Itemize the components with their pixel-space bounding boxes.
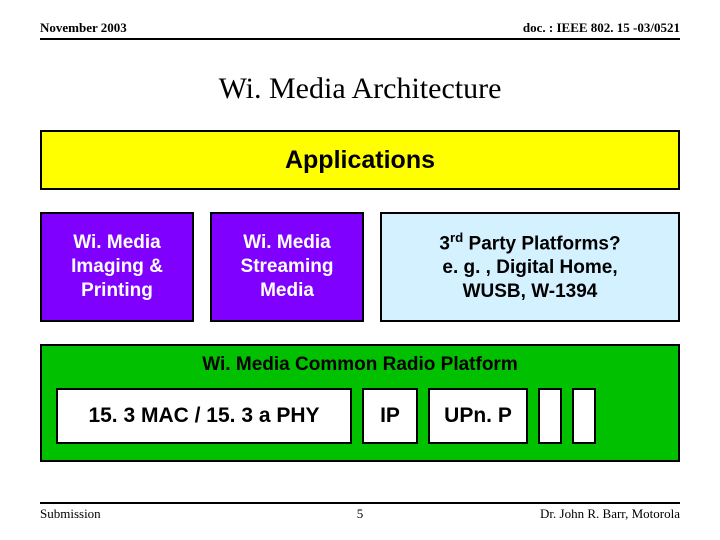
platform-box: Wi. Media Common Radio Platform 15. 3 MA… <box>40 344 680 462</box>
empty-box-2 <box>572 388 596 444</box>
thirdparty-box: 3rd Party Platforms? e. g. , Digital Hom… <box>380 212 680 322</box>
mac-phy-box: 15. 3 MAC / 15. 3 a PHY <box>56 388 352 444</box>
streaming-text: Wi. Media Streaming Media <box>241 231 334 302</box>
header-doc-id: doc. : IEEE 802. 15 -03/0521 <box>523 20 680 36</box>
platform-title: Wi. Media Common Radio Platform <box>42 354 678 376</box>
applications-label: Applications <box>285 146 435 175</box>
streaming-box: Wi. Media Streaming Media <box>210 212 364 322</box>
header: November 2003 doc. : IEEE 802. 15 -03/05… <box>40 20 680 40</box>
footer: Submission 5 Dr. John R. Barr, Motorola <box>40 502 680 522</box>
page-title: Wi. Media Architecture <box>0 72 720 106</box>
applications-box: Applications <box>40 130 680 190</box>
imaging-text: Wi. Media Imaging & Printing <box>71 231 163 302</box>
middle-row: Wi. Media Imaging & Printing Wi. Media S… <box>40 212 680 322</box>
slide: November 2003 doc. : IEEE 802. 15 -03/05… <box>0 0 720 540</box>
platform-row: 15. 3 MAC / 15. 3 a PHY IP UPn. P <box>56 388 664 444</box>
header-date: November 2003 <box>40 20 127 36</box>
imaging-box: Wi. Media Imaging & Printing <box>40 212 194 322</box>
thirdparty-text: 3rd Party Platforms? e. g. , Digital Hom… <box>439 230 620 304</box>
upnp-box: UPn. P <box>428 388 528 444</box>
footer-page-number: 5 <box>357 506 364 522</box>
ip-box: IP <box>362 388 418 444</box>
empty-box-1 <box>538 388 562 444</box>
footer-author: Dr. John R. Barr, Motorola <box>540 506 680 522</box>
footer-left: Submission <box>40 506 101 522</box>
